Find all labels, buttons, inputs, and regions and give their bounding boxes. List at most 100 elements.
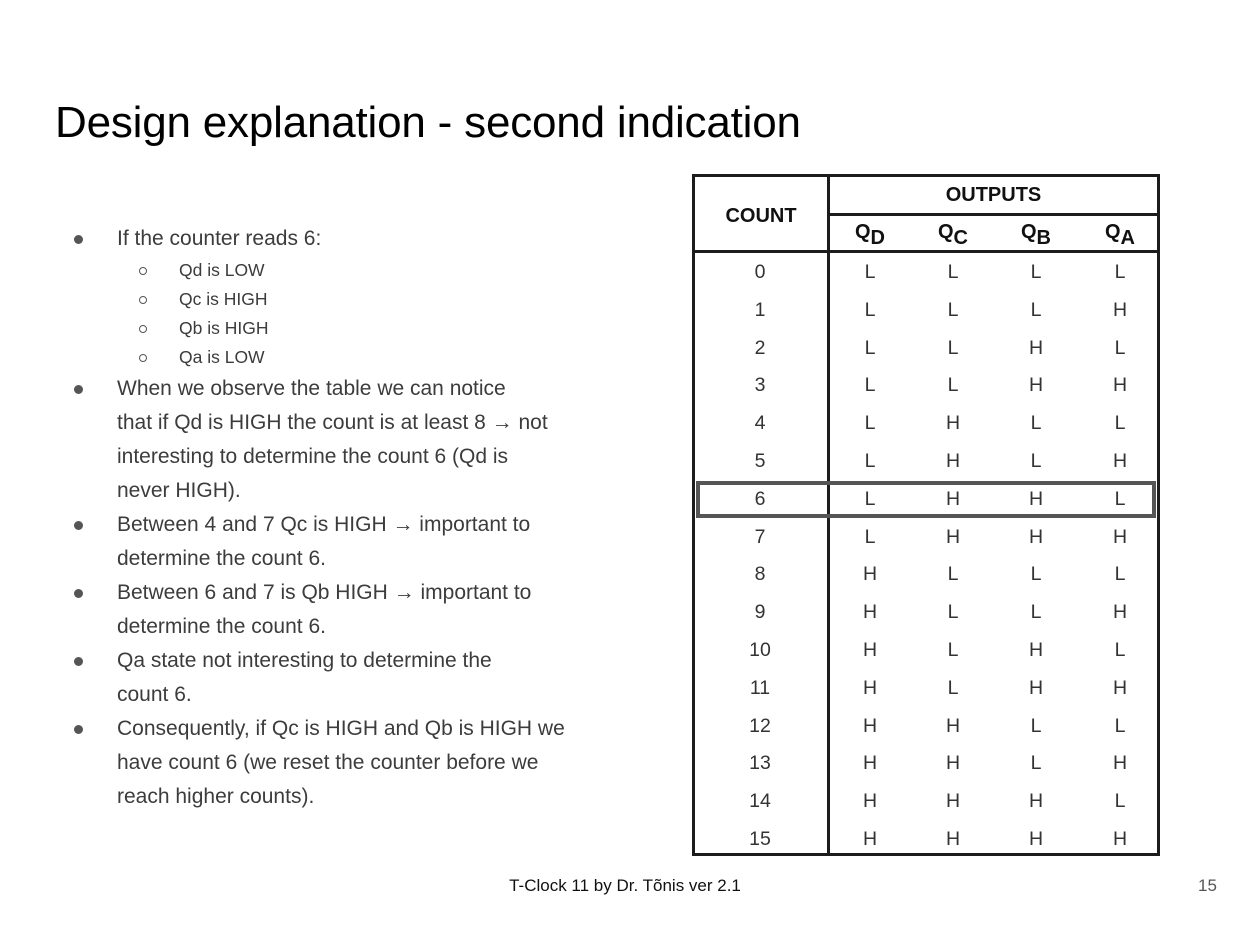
output-cell: L <box>947 298 959 321</box>
output-cell: H <box>1028 790 1044 813</box>
output-cell: L <box>864 261 876 283</box>
output-cell: H <box>862 639 878 661</box>
bullet-line: Qa state not interesting to determine th… <box>117 649 492 672</box>
count-cell: 3 <box>754 374 766 397</box>
output-cell: L <box>864 525 876 548</box>
output-cell: L <box>1114 487 1126 510</box>
output-cell: H <box>1112 601 1128 624</box>
count-cell: 12 <box>749 714 771 737</box>
output-cell: L <box>864 374 876 397</box>
output-cell: L <box>864 298 876 321</box>
count-cell: 0 <box>754 261 766 283</box>
bullet-line: interesting to determine the count 6 (Qd… <box>117 445 509 468</box>
table-row: 15 H H H H <box>695 820 1157 858</box>
output-header-qc: QC <box>937 221 968 249</box>
output-cell: L <box>947 261 959 283</box>
sub-bullet-text: Qb is HIGH <box>179 318 269 338</box>
table-row: 2 L L H L <box>695 329 1157 367</box>
count-cell: 4 <box>754 412 766 435</box>
output-cell: H <box>862 676 878 699</box>
sub-bullet-item: Qd is LOW <box>68 256 608 285</box>
output-cell: L <box>947 639 959 661</box>
output-cell: L <box>1030 412 1042 435</box>
bullet-line: reach higher counts). <box>117 785 315 808</box>
output-cell: L <box>947 601 959 624</box>
bullet-item: Qa state not interesting to determine th… <box>68 644 608 712</box>
count-cell: 6 <box>754 487 766 510</box>
output-cell: L <box>1030 563 1042 586</box>
output-cell: L <box>947 336 959 359</box>
table-row: 5 L H L H <box>695 442 1157 480</box>
output-cell: H <box>945 450 961 472</box>
page-number: 15 <box>1198 876 1217 895</box>
output-cell: L <box>1030 298 1042 321</box>
output-cell: L <box>1114 336 1126 359</box>
output-cell: H <box>945 487 961 510</box>
output-cell: L <box>864 450 876 472</box>
bullet-line: determine the count 6. <box>117 615 326 638</box>
count-cell: 11 <box>749 676 771 699</box>
count-cell: 10 <box>749 639 771 661</box>
output-cell: H <box>1028 336 1044 359</box>
output-cell: H <box>1028 487 1044 510</box>
table-row: 1 L L L H <box>695 291 1157 329</box>
output-cell: H <box>862 790 878 813</box>
bullet-line: have count 6 (we reset the counter befor… <box>117 751 539 774</box>
output-cell: H <box>945 525 961 548</box>
output-cell: L <box>864 412 876 435</box>
output-cell: H <box>1112 374 1128 397</box>
table-row: 10 H L H L <box>695 631 1157 669</box>
table-row: 11 H L H H <box>695 669 1157 707</box>
output-cell: L <box>947 374 959 397</box>
count-cell: 7 <box>754 525 766 548</box>
output-cell: H <box>862 563 878 586</box>
output-cell: H <box>862 828 878 850</box>
table-row: 0 L L L L <box>695 253 1157 291</box>
output-cell: H <box>1028 525 1044 548</box>
slide-title: Design explanation - second indication <box>55 98 801 147</box>
table-row: 12 H H L L <box>695 707 1157 745</box>
output-cell: L <box>1030 752 1042 775</box>
table-row: 9 H L L H <box>695 593 1157 631</box>
highlighted-row-frame <box>696 481 1156 518</box>
output-cell: H <box>1112 298 1128 321</box>
sub-bullet-text: Qd is LOW <box>179 260 265 280</box>
output-cell: L <box>947 676 959 699</box>
output-cell: L <box>1030 714 1042 737</box>
count-cell: 9 <box>754 601 766 624</box>
count-header: COUNT <box>725 205 797 227</box>
output-cell: H <box>945 412 961 435</box>
bullet-item: Between 4 and 7 Qc is HIGH → important t… <box>68 508 608 576</box>
output-cell: L <box>1114 639 1126 661</box>
bullet-line: Between 4 and 7 Qc is HIGH → important t… <box>117 513 531 536</box>
output-cell: H <box>862 714 878 737</box>
bullet-line: Between 6 and 7 is Qb HIGH → important t… <box>117 581 532 604</box>
sub-bullet-item: Qc is HIGH <box>68 285 608 314</box>
header-divider <box>827 213 1157 216</box>
output-cell: H <box>1028 374 1044 397</box>
header-bottom-border <box>695 250 1157 253</box>
output-cell: L <box>1030 601 1042 624</box>
bullet-list: If the counter reads 6: Qd is LOW Qc is … <box>68 222 608 814</box>
output-cell: H <box>1112 525 1128 548</box>
bullet-item: If the counter reads 6: <box>68 222 608 256</box>
bullet-line: that if Qd is HIGH the count is at least… <box>117 411 548 434</box>
sub-bullet-text: Qa is LOW <box>179 347 265 367</box>
output-cell: H <box>945 714 961 737</box>
output-cell: L <box>1030 261 1042 283</box>
table-row: 4 L H L L <box>695 404 1157 442</box>
table-row: 8 H L L L <box>695 555 1157 593</box>
output-cell: L <box>1114 261 1126 283</box>
count-cell: 2 <box>754 336 766 359</box>
output-cell: H <box>862 601 878 624</box>
count-cell: 8 <box>754 563 766 586</box>
footer-text: T-Clock 11 by Dr. Tõnis ver 2.1 <box>509 876 741 895</box>
bullet-line: never HIGH). <box>117 479 241 502</box>
count-cell: 13 <box>749 752 771 775</box>
bullet-line: When we observe the table we can notice <box>117 377 506 400</box>
sub-bullet-item: Qb is HIGH <box>68 314 608 343</box>
count-cell: 14 <box>749 790 771 813</box>
output-cell: L <box>947 563 959 586</box>
output-cell: L <box>1114 412 1126 435</box>
sub-bullet-text: Qc is HIGH <box>179 289 268 309</box>
